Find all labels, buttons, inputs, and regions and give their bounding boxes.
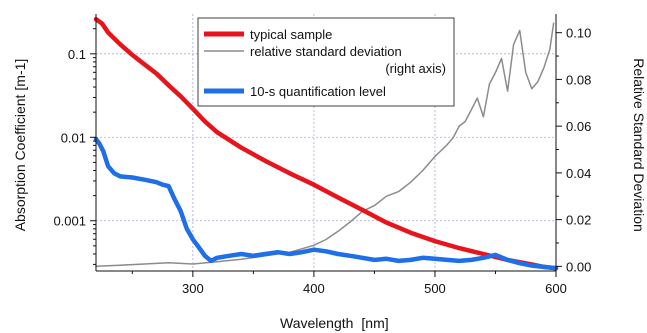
y-right-tick-label: 0.00 [566, 259, 591, 274]
x-axis-title: Wavelength [nm] [280, 315, 389, 331]
y-left-tick-label: 0.01 [61, 130, 86, 145]
series-layer [93, 16, 559, 271]
x-axis-unit: [nm] [361, 315, 388, 331]
y-axis-left-label: Absorption Coefficient [12, 94, 28, 231]
x-tick-label: 600 [545, 281, 567, 296]
y-left-tick-label: 0.001 [53, 214, 86, 229]
y-axis-right-title: Relative Standard Deviation [631, 58, 647, 232]
x-axis-label: Wavelength [280, 315, 353, 331]
legend: typical sample relative standard deviati… [197, 17, 455, 107]
x-tick-label: 300 [182, 281, 204, 296]
legend-label-rsd: relative standard deviation [250, 44, 402, 59]
legend-label-rsd-right-axis: (right axis) [385, 61, 446, 76]
series-quantification-level [93, 136, 559, 271]
series-relative-standard-deviation [95, 22, 555, 268]
axes: 300 400 500 600 0.001 0.01 0.1 0.00 0.02 0.04 0.06… [53, 14, 591, 296]
x-tick-label: 400 [303, 281, 325, 296]
x-tick-label: 500 [424, 281, 446, 296]
series-typical-sample [93, 16, 559, 271]
y-right-tick-label: 0.04 [566, 166, 591, 181]
y-right-tick-label: 0.02 [566, 213, 591, 228]
y-left-tick-label: 0.1 [68, 47, 86, 62]
y-right-tick-label: 0.06 [566, 119, 591, 134]
y-right-tick-label: 0.08 [566, 72, 591, 87]
y-axis-left-title: Absorption Coefficient [m-1] [12, 59, 28, 232]
y-axis-left-unit: [m-1] [12, 59, 28, 91]
legend-label-quantification: 10-s quantification level [250, 84, 386, 99]
y-right-tick-label: 0.10 [566, 26, 591, 41]
legend-label-typical-sample: typical sample [250, 27, 332, 42]
